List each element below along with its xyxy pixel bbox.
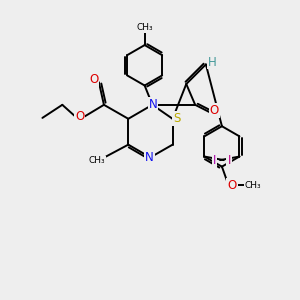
Text: I: I: [213, 154, 216, 166]
Text: I: I: [227, 154, 231, 166]
Text: S: S: [173, 112, 181, 125]
Text: N: N: [145, 151, 154, 164]
Text: O: O: [210, 104, 219, 117]
Text: O: O: [75, 110, 85, 123]
Text: CH₃: CH₃: [245, 181, 261, 190]
Text: N: N: [148, 98, 157, 111]
Text: O: O: [89, 73, 98, 86]
Text: CH₃: CH₃: [136, 23, 153, 32]
Text: H: H: [207, 56, 216, 68]
Text: O: O: [227, 178, 237, 192]
Text: CH₃: CH₃: [89, 157, 105, 166]
